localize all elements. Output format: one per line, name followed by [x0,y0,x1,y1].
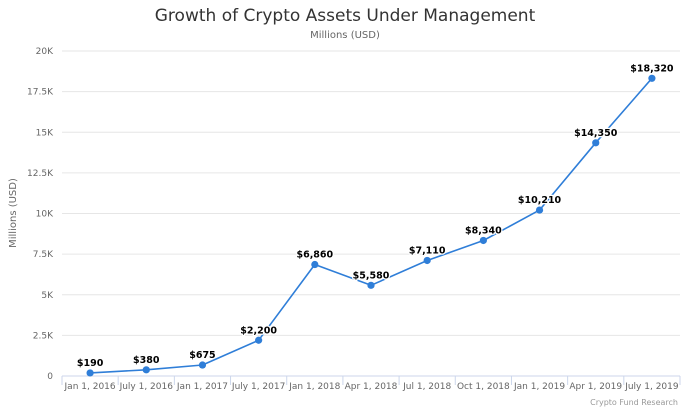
data-label: $190 [77,358,104,369]
data-point [311,260,319,269]
data-label: $6,860 [296,250,333,261]
data-point [648,74,656,82]
x-tick-label: July 1, 2017 [231,382,285,392]
y-tick-label: 17.5K [27,88,54,98]
y-tick-label: 15K [36,128,54,138]
data-label: $7,110 [409,245,446,256]
y-tick-label: 20K [36,47,54,57]
gridlines [62,50,680,336]
y-tick-label: 12.5K [27,169,54,179]
series-line-group [90,77,653,374]
data-point [255,336,263,344]
data-label: $675 [189,350,215,361]
y-tick-label: 5K [41,291,54,301]
data-label: $18,320 [630,63,674,74]
data-point [535,206,544,214]
data-point [198,361,207,369]
data-point [423,256,431,265]
y-tick-label: 10K [36,210,54,220]
data-label: $10,210 [518,195,562,206]
data-label: $14,350 [574,128,618,139]
x-tick-label: July 1, 2019 [624,382,679,392]
data-points [86,74,656,377]
y-axis-ticks: 0 2.5K 5K 7.5K 10K 12.5K 15K 17.5K 20K [27,47,54,382]
data-point [86,369,94,377]
data-point [479,236,487,245]
data-label: $380 [133,355,160,366]
x-tick-label: Jan 1, 2017 [176,382,228,392]
y-axis-label: Millions (USD) [8,178,19,248]
chart-subtitle: Millions (USD) [310,30,380,41]
x-tick-label: Oct 1, 2018 [457,382,510,392]
x-tick-label: July 1, 2016 [119,382,174,392]
data-point [367,281,375,289]
series-line [90,77,653,374]
data-point [142,366,150,374]
data-label: $8,340 [465,225,502,236]
x-tick-label: Jan 1, 2016 [64,382,116,392]
y-tick-label: 7.5K [33,250,54,260]
x-tick-label: Apr 1, 2019 [569,382,622,392]
chart-credit: Crypto Fund Research [590,398,678,407]
data-labels: $190 $380 $675 $2,200 $6,860 $5,580 $7,110 $8,3… [76,62,676,370]
x-tick-label: Jul 1, 2018 [402,382,451,392]
y-tick-label: 0 [47,372,53,382]
data-label: $2,200 [240,325,277,336]
x-tick-label: Jan 1, 2019 [513,382,565,392]
data-point [592,139,600,147]
x-tick-label: Apr 1, 2018 [345,382,398,392]
x-axis: Jan 1, 2016 July 1, 2016 Jan 1, 2017 July 1… [61,375,681,392]
chart-title: Growth of Crypto Assets Under Management [154,6,536,26]
y-tick-label: 2.5K [33,331,54,341]
x-tick-label: Jan 1, 2018 [288,382,340,392]
data-label: $5,580 [353,270,390,281]
